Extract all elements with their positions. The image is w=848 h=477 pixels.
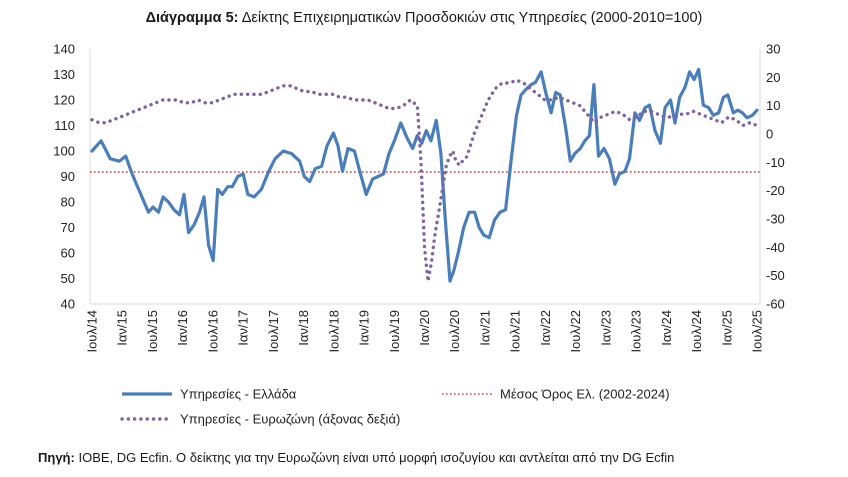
legend-label-eurozone: Υπηρεσίες - Ευρωζώνη (άξονας δεξιά): [180, 412, 400, 427]
x-axis-tick-label: Ιουλ/17: [266, 310, 281, 353]
right-axis-tick-label: -40: [766, 240, 785, 255]
left-axis-tick-label: 60: [61, 246, 75, 261]
x-axis-tick-label: Ιαν/17: [236, 310, 251, 346]
x-axis-tick-label: Ιουλ/23: [629, 310, 644, 353]
left-axis-tick-label: 130: [53, 67, 75, 82]
x-axis-tick-label: Ιουλ/14: [85, 310, 100, 353]
source-note: Πηγή: ΙΟΒΕ, DG Ecfin. Ο δείκτης για την …: [38, 450, 674, 465]
x-axis-tick-label: Ιαν/24: [659, 310, 674, 346]
chart-title: Διάγραμμα 5: Δείκτης Επιχειρηματικών Προ…: [0, 10, 848, 26]
x-axis-tick-label: Ιουλ/24: [689, 310, 704, 353]
x-axis-tick-label: Ιουλ/19: [387, 310, 402, 353]
x-axis-tick-label: Ιουλ/15: [145, 310, 160, 353]
greece-series-line: [90, 67, 759, 283]
x-axis-tick-label: Ιαν/16: [175, 310, 190, 346]
left-axis-tick-label: 140: [53, 42, 75, 57]
right-axis-tick-label: 0: [766, 127, 773, 142]
x-axis-tick-label: Ιουλ/20: [447, 310, 462, 353]
source-label: Πηγή:: [38, 450, 75, 465]
x-axis-tick-label: Ιαν/20: [417, 310, 432, 346]
right-axis-tick-label: 20: [766, 70, 780, 85]
left-axis-tick-label: 100: [53, 144, 75, 159]
left-axis-tick-label: 70: [61, 220, 75, 235]
chart-title-lead: Διάγραμμα 5:: [145, 10, 239, 26]
x-axis-tick-label: Ιουλ/22: [568, 310, 583, 353]
x-axis-tick-label: Ιουλ/21: [508, 310, 523, 353]
x-axis-tick-label: Ιαν/25: [719, 310, 734, 346]
right-axis-tick-label: -10: [766, 155, 785, 170]
eurozone-series-line: [90, 78, 759, 282]
left-axis-tick-label: 40: [61, 297, 75, 312]
x-axis-tick-label: Ιαν/18: [296, 310, 311, 346]
right-axis-tick-label: -30: [766, 212, 785, 227]
right-axis-tick-label: 30: [766, 42, 780, 57]
chart-title-text: Δείκτης Επιχειρηματικών Προσδοκιών στις …: [241, 10, 703, 26]
x-axis-tick-label: Ιαν/19: [357, 310, 372, 346]
left-axis-tick-label: 80: [61, 195, 75, 210]
x-axis-tick-label: Ιαν/22: [538, 310, 553, 346]
left-axis-tick-label: 90: [61, 169, 75, 184]
x-axis-tick-label: Ιαν/23: [598, 310, 613, 346]
x-axis-tick-label: Ιουλ/25: [750, 310, 765, 353]
left-axis-tick-label: 120: [53, 93, 75, 108]
right-axis-tick-label: -60: [766, 297, 785, 312]
left-axis-tick-label: 50: [61, 271, 75, 286]
source-text: ΙΟΒΕ, DG Ecfin. Ο δείκτης για την Ευρωζώ…: [78, 450, 675, 465]
right-axis-tick-label: 10: [766, 98, 780, 113]
x-axis-tick-label: Ιαν/21: [477, 310, 492, 346]
legend-label-average: Μέσος Όρος Ελ. (2002-2024): [500, 387, 670, 402]
left-axis-tick-label: 110: [54, 118, 75, 133]
x-axis-tick-label: Ιουλ/16: [205, 310, 220, 353]
x-axis-tick-label: Ιουλ/18: [326, 310, 341, 353]
legend-label-greece: Υπηρεσίες - Ελλάδα: [180, 387, 297, 402]
right-axis-tick-label: -20: [766, 183, 785, 198]
right-axis-tick-label: -50: [766, 268, 785, 283]
x-axis-tick-label: Ιαν/15: [115, 310, 130, 346]
